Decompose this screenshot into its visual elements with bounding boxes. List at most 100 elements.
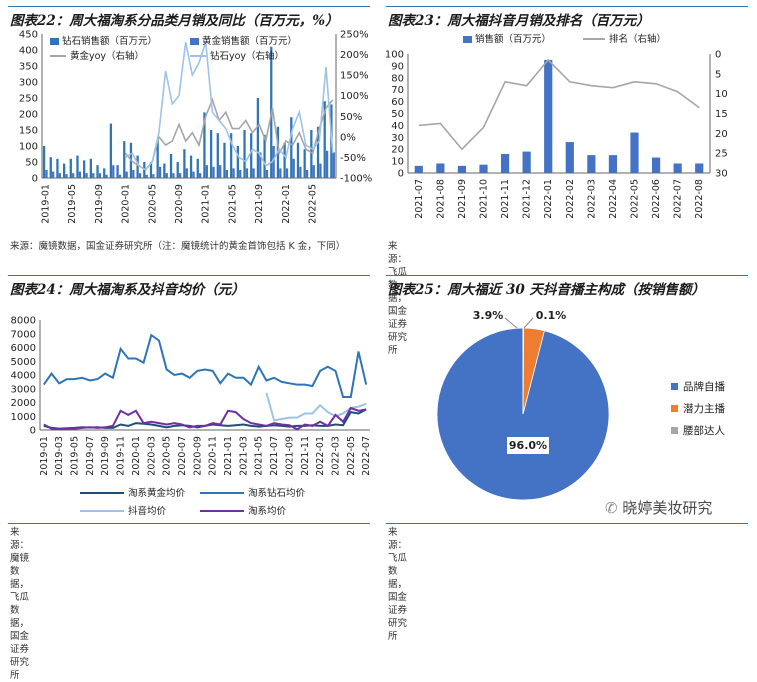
y2-tick-label: 100% bbox=[340, 91, 369, 102]
x-tick-label: 2020-07 bbox=[177, 436, 188, 476]
bar-diamond bbox=[156, 139, 159, 178]
bar-gold bbox=[239, 170, 242, 178]
bar-diamond bbox=[62, 163, 66, 178]
legend-label: 淘系钻石均价 bbox=[248, 487, 306, 499]
series-diamond-yoy bbox=[125, 41, 334, 171]
x-tick-label: 2021-09 bbox=[457, 179, 468, 219]
leader-line bbox=[523, 317, 534, 329]
y-tick-label: 90 bbox=[391, 61, 404, 72]
bar-gold bbox=[165, 173, 168, 178]
bar-diamond bbox=[296, 142, 300, 178]
bar-diamond bbox=[163, 163, 166, 178]
y2-tick-label: 50% bbox=[340, 112, 362, 123]
x-tick-label: 2020-01 bbox=[121, 184, 132, 224]
bar-sales bbox=[544, 59, 553, 174]
title-rule bbox=[8, 6, 370, 7]
data-label: 3.9% bbox=[473, 309, 504, 322]
x-tick-label: 2021-01 bbox=[223, 436, 234, 476]
legend-label: 淘系均价 bbox=[248, 505, 287, 517]
x-tick-label: 2019-05 bbox=[67, 184, 78, 224]
bar-diamond bbox=[250, 133, 253, 178]
chart-22-source: 来源：魔镜数据，国金证券研究所（注：魔镜统计的黄金首饰包括 K 金，下同） bbox=[10, 241, 346, 252]
y-tick-label: 250 bbox=[19, 94, 38, 105]
legend-label: 潜力主播 bbox=[683, 402, 725, 415]
bar-gold bbox=[199, 173, 202, 178]
bar-diamond bbox=[263, 134, 266, 178]
y2-tick-label: 15 bbox=[715, 109, 728, 120]
bar-diamond bbox=[103, 168, 106, 178]
y2-tick-label: 250% bbox=[340, 30, 369, 41]
y-tick-label: 6000 bbox=[11, 343, 36, 354]
chart-24-plot: 0 1000 2000 3000 4000 5000 6000 7000 8000 2019-01… bbox=[11, 316, 373, 518]
y2-tick-label: -100% bbox=[340, 174, 372, 185]
bar-diamond bbox=[196, 158, 199, 178]
bar-diamond bbox=[189, 155, 193, 178]
bar-sales bbox=[565, 142, 574, 173]
x-tick-label: 2021-07 bbox=[414, 179, 425, 219]
legend-swatch bbox=[50, 38, 59, 45]
bar-diamond bbox=[176, 162, 179, 178]
x-tick-label: 2022-05 bbox=[630, 179, 641, 219]
y2-tick-label: 200% bbox=[340, 50, 369, 61]
bar-diamond bbox=[256, 98, 260, 178]
bar-gold bbox=[145, 174, 148, 178]
bar-diamond bbox=[169, 154, 173, 178]
x-tick-label: 2022-01 bbox=[543, 179, 554, 219]
bar-diamond bbox=[123, 141, 126, 178]
y-tick-label: 2000 bbox=[11, 398, 36, 409]
bar-gold bbox=[299, 166, 302, 178]
y-tick-label: 7000 bbox=[11, 329, 36, 340]
bar-diamond bbox=[76, 155, 79, 178]
bar-gold bbox=[225, 170, 229, 178]
legend-swatch bbox=[671, 405, 678, 412]
bar-diamond bbox=[203, 112, 206, 178]
bar-diamond bbox=[136, 155, 139, 178]
legend-label: 淘系黄金均价 bbox=[128, 487, 186, 499]
x-tick-label: 2019-07 bbox=[85, 436, 96, 476]
bar-gold bbox=[219, 165, 222, 178]
x-tick-label: 2022-04 bbox=[608, 179, 619, 219]
legend-swatch bbox=[671, 427, 678, 434]
bar-diamond bbox=[283, 142, 286, 178]
bar-diamond bbox=[42, 146, 46, 178]
bar-diamond bbox=[310, 130, 313, 178]
bar-sales bbox=[651, 157, 661, 173]
y-tick-label: 20 bbox=[391, 145, 404, 156]
data-label-box bbox=[533, 307, 569, 324]
y-tick-label: 400 bbox=[19, 46, 38, 57]
y2-tick-label: 0% bbox=[340, 132, 356, 143]
bar-diamond bbox=[69, 158, 72, 178]
bar-gold bbox=[52, 171, 55, 178]
x-tick-label: 2021-12 bbox=[522, 179, 533, 219]
legend-swatch bbox=[463, 36, 472, 43]
bar-gold bbox=[265, 170, 269, 178]
bar-sales bbox=[500, 153, 510, 173]
y-tick-label: 50 bbox=[391, 109, 404, 120]
bar-gold bbox=[325, 150, 329, 178]
bar-diamond bbox=[89, 158, 92, 178]
y-tick-label: 70 bbox=[391, 85, 404, 96]
bar-diamond bbox=[303, 149, 306, 178]
chart-25-source: 来源：飞瓜数据，国金证券研究所 bbox=[388, 527, 408, 642]
y-tick-label: 300 bbox=[19, 78, 38, 89]
chart-24-title: 图表24：周大福淘系及抖音均价（元） bbox=[10, 282, 245, 298]
y2-tick-label: 30 bbox=[715, 169, 728, 180]
x-tick-label: 2019-11 bbox=[116, 436, 127, 476]
x-tick-label: 2020-01 bbox=[131, 436, 142, 476]
y-tick-label: 4000 bbox=[11, 371, 36, 382]
legend-label: 销售额（百万元） bbox=[475, 33, 551, 45]
bar-gold bbox=[212, 166, 215, 178]
pie-slice bbox=[522, 327, 524, 415]
x-tick-label: 2020-05 bbox=[162, 436, 173, 476]
bar-gold bbox=[245, 168, 249, 178]
y2-tick-label: 5 bbox=[715, 69, 721, 80]
y-tick-label: 3000 bbox=[11, 384, 36, 395]
bar-sales bbox=[414, 165, 423, 173]
chart-22-plot: 0 50 100 150 200 250 300 350 400 450 -100% -50% 0% 50… bbox=[19, 30, 372, 224]
x-tick-label: 2022-06 bbox=[651, 179, 662, 219]
x-tick-label: 2022-05 bbox=[346, 436, 357, 476]
source-rule bbox=[8, 523, 370, 524]
title-rule bbox=[386, 275, 748, 276]
bar-gold bbox=[172, 173, 175, 178]
y-tick-label: 8000 bbox=[11, 316, 36, 327]
